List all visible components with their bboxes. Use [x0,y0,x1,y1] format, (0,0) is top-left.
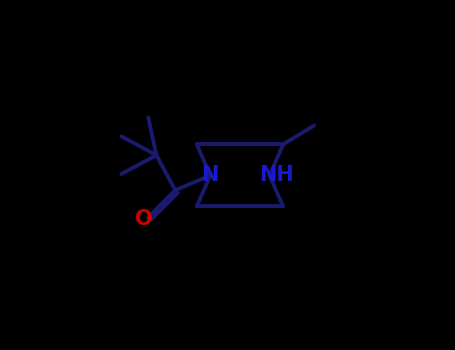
Text: O: O [135,209,152,229]
Text: NH: NH [259,166,293,186]
Text: N: N [202,166,219,186]
